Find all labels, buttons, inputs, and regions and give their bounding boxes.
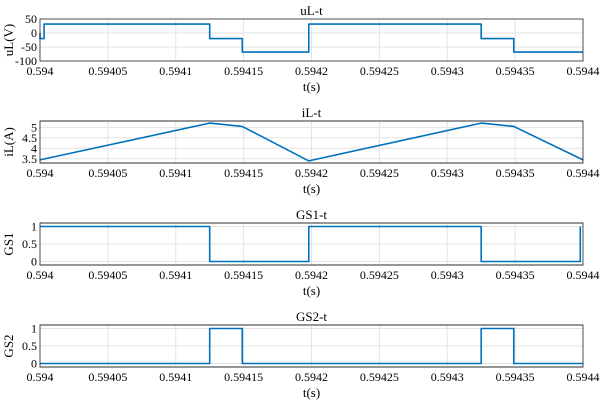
x-tick-label: 0.5943 xyxy=(431,370,464,384)
y-axis-label: GS1 xyxy=(1,232,16,255)
series-line xyxy=(40,225,582,263)
y-axis-label: GS2 xyxy=(1,334,16,357)
x-tick-label: 0.5941 xyxy=(159,268,192,282)
x-tick-label: 0.59415 xyxy=(224,64,263,78)
x-tick-label: 0.59405 xyxy=(88,64,127,78)
chart-title: uL-t xyxy=(300,3,323,18)
x-tick-label: 0.594 xyxy=(27,268,54,282)
y-tick-label: 0 xyxy=(31,26,37,40)
y-tick-label: 0.5 xyxy=(22,339,37,353)
x-tick-label: 0.59425 xyxy=(360,64,399,78)
x-axis-label: t(s) xyxy=(303,79,320,94)
plot-border xyxy=(39,18,584,62)
x-tick-label: 0.59435 xyxy=(496,268,535,282)
x-tick-label: 0.5943 xyxy=(431,268,464,282)
x-tick-label: 0.5941 xyxy=(159,64,192,78)
y-tick-label: 1 xyxy=(31,220,37,234)
x-tick-label: 0.59405 xyxy=(88,370,127,384)
x-tick-label: 0.59405 xyxy=(88,268,127,282)
chart-title: GS1-t xyxy=(296,207,327,222)
plot-border xyxy=(39,222,584,266)
x-tick-label: 0.59415 xyxy=(224,268,263,282)
x-tick-label: 0.59435 xyxy=(496,370,535,384)
y-tick-label: 0 xyxy=(31,255,37,269)
y-tick-label: 0.5 xyxy=(22,237,37,251)
x-tick-label: 0.59415 xyxy=(224,370,263,384)
x-tick-label: 0.5942 xyxy=(295,64,328,78)
x-tick-label: 0.59435 xyxy=(496,166,535,180)
x-tick-label: 0.59425 xyxy=(360,268,399,282)
x-tick-label: 0.5942 xyxy=(295,166,328,180)
y-tick-label: 0 xyxy=(31,357,37,371)
y-tick-label: 3.5 xyxy=(22,152,37,166)
series-line xyxy=(40,327,583,365)
x-tick-label: 0.5941 xyxy=(159,166,192,180)
series-line xyxy=(39,23,583,53)
x-axis-label: t(s) xyxy=(303,181,320,196)
y-tick-label: -50 xyxy=(21,40,37,54)
x-tick-label: 0.594 xyxy=(27,166,54,180)
y-tick-label: 5 xyxy=(31,120,37,134)
y-tick-label: 1 xyxy=(31,322,37,336)
x-tick-label: 0.5944 xyxy=(567,166,600,180)
plot-border xyxy=(39,324,584,368)
x-tick-label: 0.5944 xyxy=(567,370,600,384)
plot-border xyxy=(39,120,584,164)
y-tick-label: 4 xyxy=(31,141,37,155)
x-tick-label: 0.594 xyxy=(27,64,54,78)
x-tick-label: 0.594 xyxy=(27,370,54,384)
chart-title: iL-t xyxy=(302,105,322,120)
x-tick-label: 0.5942 xyxy=(295,370,328,384)
x-tick-label: 0.59405 xyxy=(88,166,127,180)
x-tick-label: 0.59425 xyxy=(360,166,399,180)
x-tick-label: 0.59425 xyxy=(360,370,399,384)
x-tick-label: 0.5941 xyxy=(159,370,192,384)
x-tick-label: 0.5943 xyxy=(431,64,464,78)
y-tick-label: -100 xyxy=(15,54,37,68)
x-axis-label: t(s) xyxy=(303,283,320,298)
y-tick-label: 50 xyxy=(25,12,37,26)
x-tick-label: 0.59415 xyxy=(224,166,263,180)
x-tick-label: 0.5944 xyxy=(567,268,600,282)
x-tick-label: 0.5943 xyxy=(431,166,464,180)
chart-title: GS2-t xyxy=(296,309,327,324)
series-line xyxy=(39,122,584,162)
x-tick-label: 0.59435 xyxy=(496,64,535,78)
y-axis-label: uL(V) xyxy=(1,24,16,57)
x-axis-label: t(s) xyxy=(303,385,320,400)
y-tick-label: 4.5 xyxy=(22,131,37,145)
x-tick-label: 0.5944 xyxy=(567,64,600,78)
y-axis-label: iL(A) xyxy=(1,127,16,157)
x-tick-label: 0.5942 xyxy=(295,268,328,282)
